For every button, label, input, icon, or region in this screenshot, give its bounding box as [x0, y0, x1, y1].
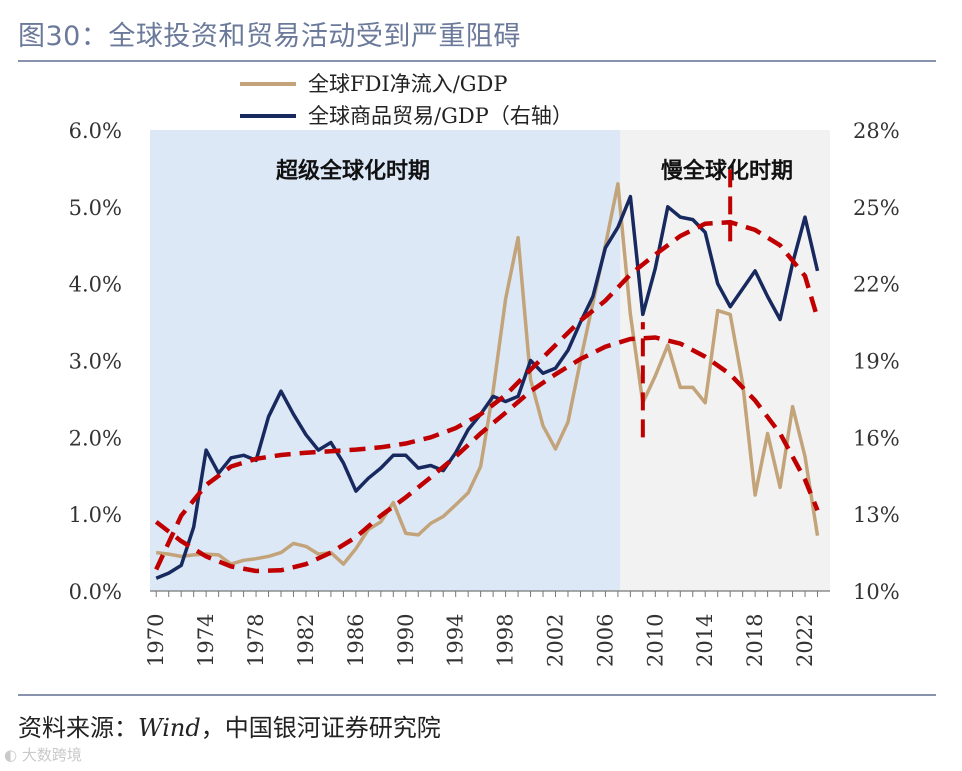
- x-tick-label: 1990: [394, 614, 418, 667]
- watermark-logo-icon: ◐: [4, 746, 22, 764]
- x-tick-label: 1974: [194, 614, 218, 667]
- source-label: 资料来源：: [18, 714, 138, 742]
- source-wind: Wind: [138, 714, 201, 742]
- y-right-tick-label: 10%: [853, 580, 900, 604]
- y-left-tick-label: 1.0%: [69, 503, 122, 527]
- x-tick-label: 1994: [444, 614, 468, 667]
- x-tick-label: 2006: [593, 614, 617, 667]
- y-right-tick-label: 28%: [853, 119, 900, 143]
- source-rest: ，中国银河证券研究院: [200, 714, 441, 742]
- x-tick-label: 2018: [743, 614, 767, 667]
- legend-fdi-label: 全球FDI净流入/GDP: [308, 72, 508, 96]
- y-left-tick-label: 6.0%: [69, 119, 122, 143]
- trend-line-a: [154, 219, 820, 571]
- source-note: 资料来源：Wind，中国银河证券研究院: [18, 708, 441, 743]
- series-line-trade: [155, 194, 820, 580]
- period-bg-2: [620, 130, 830, 591]
- y-left-tick-label: 5.0%: [69, 196, 122, 220]
- chart-title: 图30：全球投资和贸易活动受到严重阻碍: [18, 21, 521, 52]
- x-tick-label: 1970: [144, 614, 168, 667]
- y-right-tick-label: 19%: [853, 350, 900, 374]
- period-bg-1: [150, 130, 621, 591]
- y-right-tick-label: 22%: [853, 273, 900, 297]
- series-lines: [154, 168, 820, 580]
- x-tick-label: 2010: [643, 614, 667, 667]
- legend-trade-label: 全球商品贸易/GDP（右轴）: [308, 104, 573, 128]
- watermark: ◐ 大数跨境: [4, 744, 82, 765]
- period-labels: 超级全球化时期 慢全球化时期: [276, 158, 793, 184]
- y-left-tick-label: 4.0%: [69, 273, 122, 297]
- y-right-tick-label: 13%: [853, 503, 900, 527]
- x-tick-label: 1982: [294, 614, 318, 667]
- x-tick-label: 2022: [793, 614, 817, 667]
- legend: 全球FDI净流入/GDP 全球商品贸易/GDP（右轴）: [240, 72, 573, 128]
- y-right-tick-label: 16%: [853, 426, 900, 450]
- y-left-tick-label: 2.0%: [69, 426, 122, 450]
- x-tick-label: 1986: [344, 614, 368, 667]
- y-left-tick-label: 0.0%: [69, 580, 122, 604]
- x-tick-label: 1998: [494, 614, 518, 667]
- x-tick-label: 1978: [244, 614, 268, 667]
- y-left-tick-label: 3.0%: [69, 350, 122, 374]
- watermark-text: 大数跨境: [21, 746, 82, 764]
- trend-line-b: [154, 335, 820, 574]
- bottom-rule: [18, 694, 936, 696]
- axes: 0.0% 1.0% 2.0% 3.0% 4.0% 5.0% 6.0% 10% 13% 16% 19%…: [69, 119, 900, 667]
- x-tick-label: 2002: [544, 614, 568, 667]
- period-label-1: 超级全球化时期: [276, 158, 430, 184]
- y-right-tick-label: 25%: [853, 196, 900, 220]
- period-backgrounds: [150, 130, 830, 591]
- top-rule: [18, 60, 936, 62]
- x-tick-label: 2014: [693, 614, 717, 667]
- period-label-2: 慢全球化时期: [661, 158, 793, 184]
- chart: 超级全球化时期 慢全球化时期 0.0% 1.0% 2.0% 3.0% 4.0% 5.0% 6.…: [69, 72, 900, 667]
